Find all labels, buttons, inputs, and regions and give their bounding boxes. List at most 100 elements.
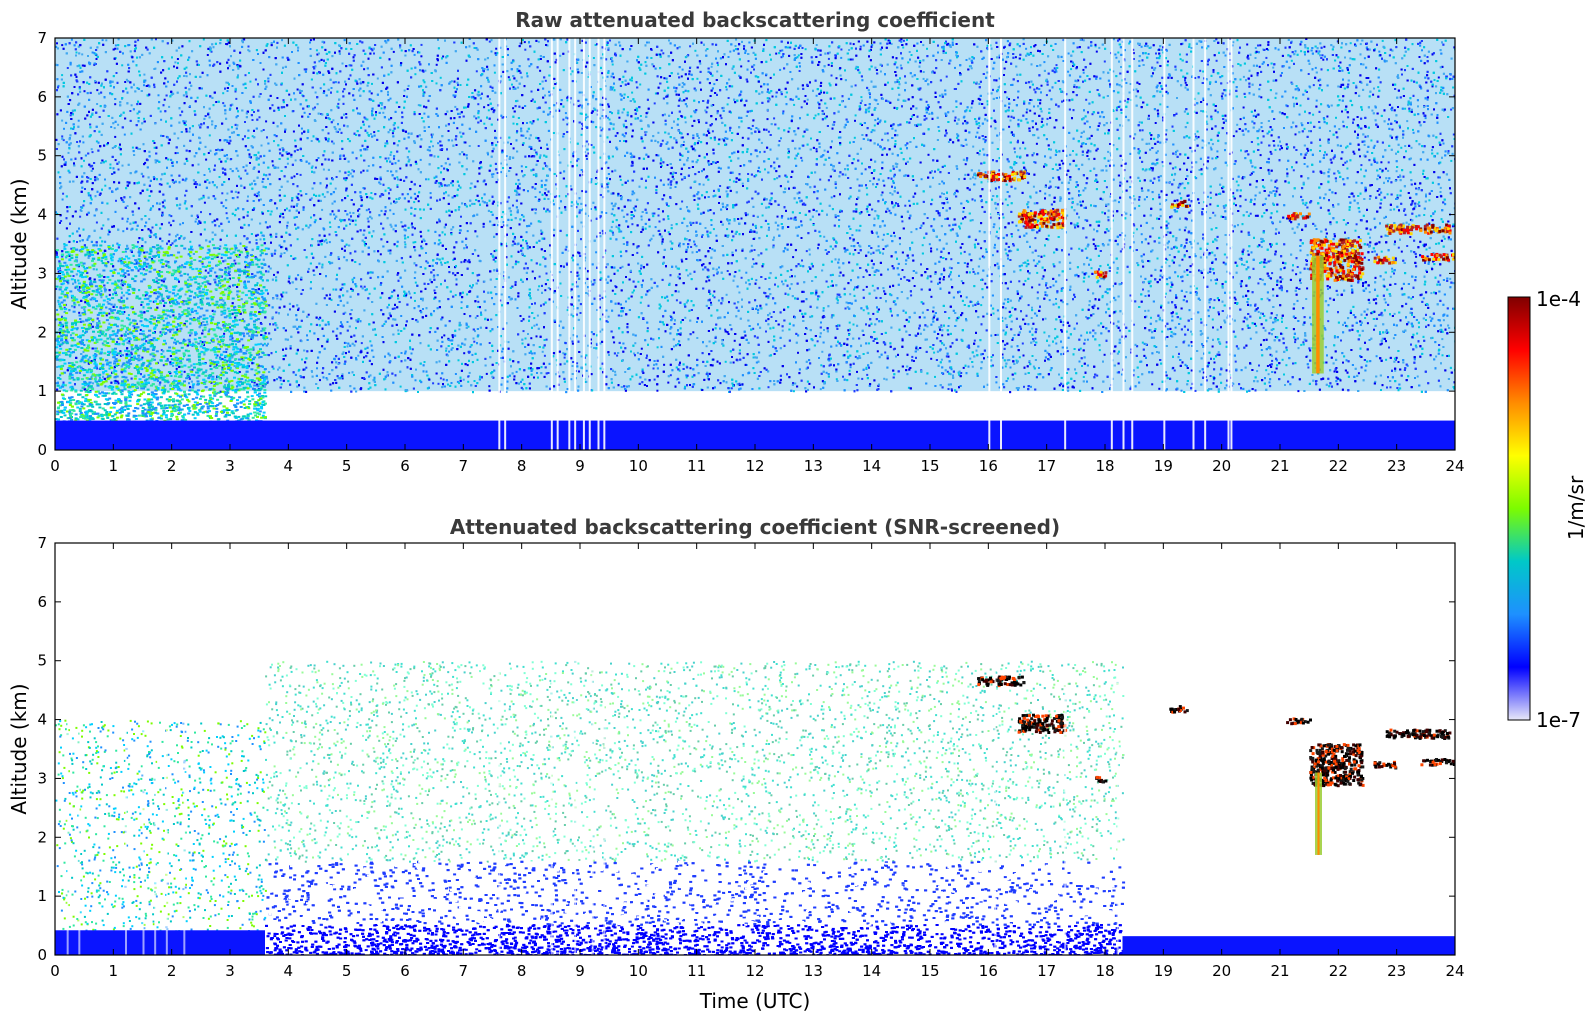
y-tick-label: 6 xyxy=(37,88,47,106)
y-axis-label-screened: Altitude (km) xyxy=(7,683,31,814)
y-tick-label: 0 xyxy=(37,441,47,459)
y-tick-label: 3 xyxy=(37,264,47,282)
y-tick-label: 4 xyxy=(37,206,47,224)
y-tick-label: 3 xyxy=(37,769,47,787)
y-tick-label: 1 xyxy=(37,382,47,400)
feature-aerosol_field-1 xyxy=(265,660,1125,863)
feature-cloud-9 xyxy=(1373,255,1397,265)
x-tick-label: 5 xyxy=(342,962,352,980)
x-tick-label: 22 xyxy=(1329,457,1348,475)
x-ticks-raw: 0 1 2 3 4 5 6 7 8 9 10 11 12 13 14 15 16 17 18 19 20 21 22 23 24 xyxy=(50,38,1465,475)
y-tick-label: 6 xyxy=(37,593,47,611)
x-tick-label: 9 xyxy=(575,457,585,475)
feature-cloud-4 xyxy=(1017,208,1067,230)
x-tick-label: 1 xyxy=(109,962,119,980)
x-tick-label: 24 xyxy=(1445,457,1464,475)
feature-cloud-8 xyxy=(1309,238,1365,282)
x-tick-label: 17 xyxy=(1037,457,1056,475)
feature-cloud-5 xyxy=(977,675,1026,688)
x-tick-label: 13 xyxy=(804,962,823,980)
colorbar-max-label: 1e-4 xyxy=(1536,287,1581,311)
x-tick-label: 20 xyxy=(1212,962,1231,980)
colorbar-gradient xyxy=(1507,296,1531,721)
x-tick-label: 8 xyxy=(517,457,527,475)
y-tick-label: 4 xyxy=(37,711,47,729)
x-tick-label: 23 xyxy=(1387,962,1406,980)
x-tick-label: 12 xyxy=(745,457,764,475)
dropout-streaks xyxy=(498,38,1233,450)
feature-cloud-13 xyxy=(1420,758,1455,767)
x-axis-label-screened: Time (UTC) xyxy=(699,989,811,1013)
feature-near_surface_layer-3 xyxy=(55,930,265,955)
colorbar-unit-label: 1/m/sr xyxy=(1564,475,1588,540)
y-tick-label: 2 xyxy=(37,323,47,341)
x-tick-label: 20 xyxy=(1212,457,1231,475)
x-tick-label: 24 xyxy=(1445,962,1464,980)
x-tick-label: 13 xyxy=(804,457,823,475)
x-tick-label: 16 xyxy=(979,962,998,980)
feature-cloud-10 xyxy=(1309,743,1365,788)
feature-cloud-8 xyxy=(1169,705,1189,714)
feature-cloud-7 xyxy=(1287,212,1311,221)
x-tick-label: 2 xyxy=(167,457,177,475)
x-tick-label: 21 xyxy=(1270,457,1289,475)
feature-near_surface_layer-4 xyxy=(1122,936,1455,955)
x-tick-label: 3 xyxy=(225,457,235,475)
x-tick-label: 15 xyxy=(920,962,939,980)
x-tick-label: 14 xyxy=(862,457,881,475)
x-tick-label: 2 xyxy=(167,962,177,980)
x-tick-label: 3 xyxy=(225,962,235,980)
x-tick-label: 6 xyxy=(400,457,410,475)
feature-precipitation-12 xyxy=(1312,255,1324,374)
panel-title-raw: Raw attenuated backscattering coefficien… xyxy=(515,8,995,32)
y-tick-label: 1 xyxy=(37,887,47,905)
x-tick-label: 19 xyxy=(1154,962,1173,980)
x-tick-label: 16 xyxy=(979,457,998,475)
x-tick-label: 18 xyxy=(1095,962,1114,980)
panel-title-screened: Attenuated backscattering coefficient (S… xyxy=(450,515,1060,539)
x-tick-label: 8 xyxy=(517,962,527,980)
feature-boundary_layer-2 xyxy=(265,860,1126,955)
heatmap-screened xyxy=(55,543,1455,955)
x-tick-label: 1 xyxy=(109,457,119,475)
x-tick-label: 12 xyxy=(745,962,764,980)
heatmap-raw xyxy=(55,38,1455,450)
y-tick-label: 5 xyxy=(37,652,47,670)
x-tick-label: 0 xyxy=(50,962,60,980)
feature-cloud-11 xyxy=(1373,760,1398,770)
y-tick-label: 7 xyxy=(37,29,47,47)
x-tick-label: 7 xyxy=(459,457,469,475)
y-axis-label-raw: Altitude (km) xyxy=(7,178,31,309)
x-tick-label: 11 xyxy=(687,962,706,980)
y-ticks-screened: 0 1 2 3 4 5 6 7 xyxy=(37,534,1455,964)
x-tick-label: 9 xyxy=(575,962,585,980)
x-ticks-screened: 0 1 2 3 4 5 6 7 8 9 10 11 12 13 14 15 16 17 18 19 20 21 22 23 24 xyxy=(50,543,1465,980)
feature-cloud-3 xyxy=(976,170,1027,183)
feature-cloud-9 xyxy=(1286,717,1312,726)
y-tick-label: 2 xyxy=(37,828,47,846)
feature-aerosol_field-0 xyxy=(55,719,267,934)
feature-cloud-5 xyxy=(1094,270,1108,279)
x-tick-label: 19 xyxy=(1154,457,1173,475)
y-tick-label: 5 xyxy=(37,147,47,165)
feature-cloud-10 xyxy=(1385,223,1452,236)
x-tick-label: 11 xyxy=(687,457,706,475)
feature-cloud-6 xyxy=(1017,713,1068,734)
panel-raw: Raw attenuated backscattering coefficien… xyxy=(7,8,1465,475)
panel-screened: Attenuated backscattering coefficient (S… xyxy=(7,515,1465,1013)
y-tick-label: 0 xyxy=(37,946,47,964)
x-tick-label: 4 xyxy=(284,457,294,475)
x-tick-label: 7 xyxy=(459,962,469,980)
x-tick-label: 10 xyxy=(629,962,648,980)
x-tick-label: 14 xyxy=(862,962,881,980)
x-tick-label: 6 xyxy=(400,962,410,980)
x-tick-label: 18 xyxy=(1095,457,1114,475)
x-tick-label: 17 xyxy=(1037,962,1056,980)
x-tick-label: 10 xyxy=(629,457,648,475)
colorbar: 1e-4 1e-7 1/m/sr xyxy=(1507,287,1588,732)
x-tick-label: 4 xyxy=(284,962,294,980)
feature-precipitation-14 xyxy=(1315,772,1322,855)
feature-cloud-12 xyxy=(1385,728,1452,740)
feature-cloud-6 xyxy=(1170,199,1190,209)
